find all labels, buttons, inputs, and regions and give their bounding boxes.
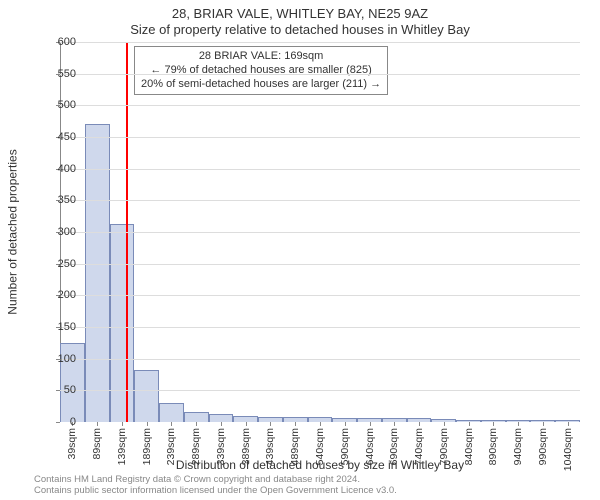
chart-title-subtitle: Size of property relative to detached ho… <box>0 22 600 37</box>
x-tick-mark <box>543 422 544 426</box>
histogram-bar <box>159 403 184 422</box>
y-tick-label: 0 <box>42 416 76 428</box>
grid-line <box>60 327 580 328</box>
histogram-bar <box>134 370 159 422</box>
x-tick-mark <box>295 422 296 426</box>
y-tick-label: 400 <box>42 163 76 175</box>
annotation-box: 28 BRIAR VALE: 169sqm← 79% of detached h… <box>134 46 388 95</box>
x-tick-mark <box>270 422 271 426</box>
y-tick-label: 350 <box>42 194 76 206</box>
credits-line-2: Contains public sector information licen… <box>34 486 594 497</box>
x-tick-mark <box>221 422 222 426</box>
x-tick-mark <box>196 422 197 426</box>
x-tick-mark <box>370 422 371 426</box>
x-tick-mark <box>171 422 172 426</box>
histogram-bar <box>184 412 209 422</box>
x-tick-mark <box>518 422 519 426</box>
grid-line <box>60 105 580 106</box>
x-tick-mark <box>345 422 346 426</box>
y-tick-label: 150 <box>42 321 76 333</box>
y-tick-label: 300 <box>42 226 76 238</box>
y-tick-label: 500 <box>42 99 76 111</box>
y-tick-label: 50 <box>42 384 76 396</box>
y-tick-label: 250 <box>42 258 76 270</box>
x-tick-mark <box>568 422 569 426</box>
annotation-line: 28 BRIAR VALE: 169sqm <box>141 50 381 64</box>
grid-line <box>60 74 580 75</box>
y-tick-label: 200 <box>42 289 76 301</box>
annotation-line: ← 79% of detached houses are smaller (82… <box>141 64 381 78</box>
y-tick-label: 100 <box>42 353 76 365</box>
y-tick-label: 450 <box>42 131 76 143</box>
grid-line <box>60 42 580 43</box>
x-tick-mark <box>122 422 123 426</box>
y-axis-label: Number of detached properties <box>4 42 22 422</box>
x-tick-label: 89sqm <box>91 428 103 460</box>
grid-line <box>60 390 580 391</box>
y-axis-label-text: Number of detached properties <box>6 149 20 314</box>
annotation-line: 20% of semi-detached houses are larger (… <box>141 78 381 92</box>
grid-line <box>60 264 580 265</box>
grid-line <box>60 232 580 233</box>
grid-line <box>60 137 580 138</box>
grid-line <box>60 169 580 170</box>
x-tick-mark <box>444 422 445 426</box>
x-tick-mark <box>246 422 247 426</box>
histogram-bar <box>110 224 135 422</box>
grid-line <box>60 359 580 360</box>
x-tick-mark <box>147 422 148 426</box>
y-tick-label: 600 <box>42 36 76 48</box>
x-tick-mark <box>493 422 494 426</box>
x-tick-mark <box>394 422 395 426</box>
x-tick-mark <box>320 422 321 426</box>
x-tick-label: 39sqm <box>66 428 78 460</box>
grid-line <box>60 200 580 201</box>
y-tick-label: 550 <box>42 68 76 80</box>
x-tick-mark <box>97 422 98 426</box>
histogram-bar <box>209 414 234 422</box>
x-tick-mark <box>419 422 420 426</box>
credits: Contains HM Land Registry data © Crown c… <box>34 475 594 497</box>
grid-line <box>60 295 580 296</box>
x-axis-label: Distribution of detached houses by size … <box>60 458 580 472</box>
chart-title-address: 28, BRIAR VALE, WHITLEY BAY, NE25 9AZ <box>0 6 600 21</box>
x-tick-mark <box>469 422 470 426</box>
chart-plot-area: 28 BRIAR VALE: 169sqm← 79% of detached h… <box>60 42 580 422</box>
